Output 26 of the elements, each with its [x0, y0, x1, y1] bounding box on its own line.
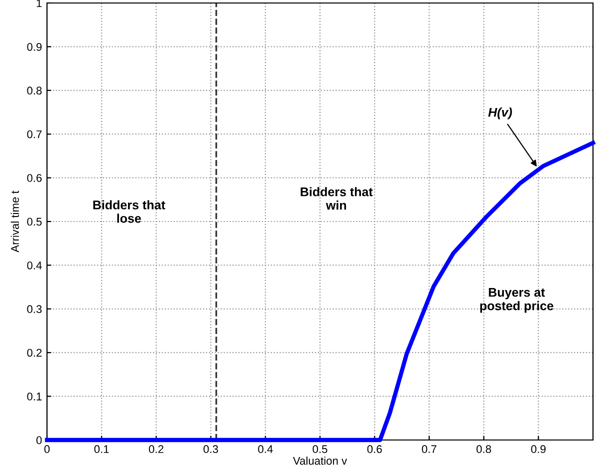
y-tick-label: 0.3: [27, 305, 42, 314]
x-tick-label: 0.2: [148, 445, 164, 454]
y-tick-label: 0.1: [27, 392, 42, 400]
x-tick-label: 0.6: [367, 445, 382, 454]
y-tick-label: 0.7: [27, 130, 42, 138]
y-tick-label: 0.4: [27, 261, 42, 270]
x-tick-label: 0.4: [258, 445, 273, 454]
x-tick-label: 0.5: [312, 445, 328, 454]
annotation: H(v): [488, 108, 512, 120]
x-tick-label: 0.9: [531, 445, 546, 454]
annotation: Bidders that lose: [93, 200, 166, 223]
x-tick-label: 0.8: [476, 445, 492, 454]
x-axis-title: Valuation v: [292, 456, 348, 465]
annotation: Bidders that win: [300, 187, 373, 210]
y-axis-title: Arrival time t: [10, 190, 19, 252]
y-tick-label: 0.5: [27, 218, 42, 226]
y-tick-label: 0: [36, 436, 42, 444]
x-tick-label: 0.3: [204, 445, 218, 454]
y-tick-label: 0.6: [27, 174, 42, 182]
y-tick-label: 0.2: [27, 348, 42, 357]
x-tick-label: 0.1: [94, 445, 109, 454]
x-tick-label: 0: [44, 445, 50, 454]
annotation: Buyers at posted price: [480, 288, 554, 313]
x-tick-label: 0.7: [422, 445, 436, 454]
y-tick-label: 0.9: [27, 42, 42, 51]
y-tick-label: 0.8: [27, 86, 42, 95]
